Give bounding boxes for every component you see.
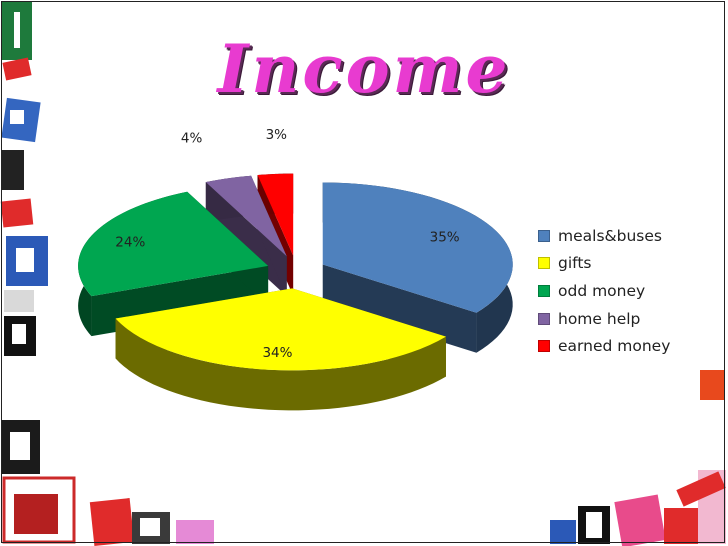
pie-slice-meals-top — [322, 182, 513, 313]
legend-label-meals: meals&buses — [558, 226, 662, 245]
pie-slice-gifts — [115, 288, 446, 411]
legend-label-earned-money: earned money — [558, 337, 671, 356]
chart-legend: meals&buses gifts odd money home help ea… — [538, 222, 670, 360]
legend-item-earned-money: earned money — [538, 332, 670, 360]
pie-slice-odd-money — [78, 191, 269, 337]
pie-slice-odd-money-top — [78, 191, 269, 297]
data-label-earned-money: 3% — [266, 127, 288, 143]
legend-item-gifts: gifts — [538, 250, 670, 278]
legend-swatch-earned-money — [538, 340, 550, 353]
legend-label-gifts: gifts — [558, 254, 592, 273]
legend-label-home-help: home help — [558, 309, 641, 328]
legend-label-odd-money: odd money — [558, 281, 646, 300]
legend-swatch-meals — [538, 229, 550, 242]
legend-item-meals: meals&buses — [538, 222, 670, 250]
legend-swatch-gifts — [538, 257, 550, 270]
data-label-gifts: 34% — [262, 345, 292, 361]
data-label-odd-money: 24% — [115, 234, 145, 250]
data-label-meals: 35% — [430, 230, 460, 246]
pie-slice-gifts-top — [115, 288, 446, 371]
legend-swatch-odd-money — [538, 284, 550, 297]
chart-title: Income — [217, 30, 511, 108]
pie-slice-meals-wall-1 — [322, 264, 477, 353]
data-label-home-help: 4% — [181, 130, 203, 146]
pie-slice-meals — [322, 182, 513, 353]
pie-slice-home-help-top — [205, 175, 287, 257]
pie-slice-earned-money-top — [257, 173, 294, 256]
pie-slice-gifts-side — [115, 318, 446, 411]
legend-item-home-help: home help — [538, 305, 670, 333]
legend-swatch-home-help — [538, 312, 550, 325]
legend-item-odd-money: odd money — [538, 277, 670, 305]
